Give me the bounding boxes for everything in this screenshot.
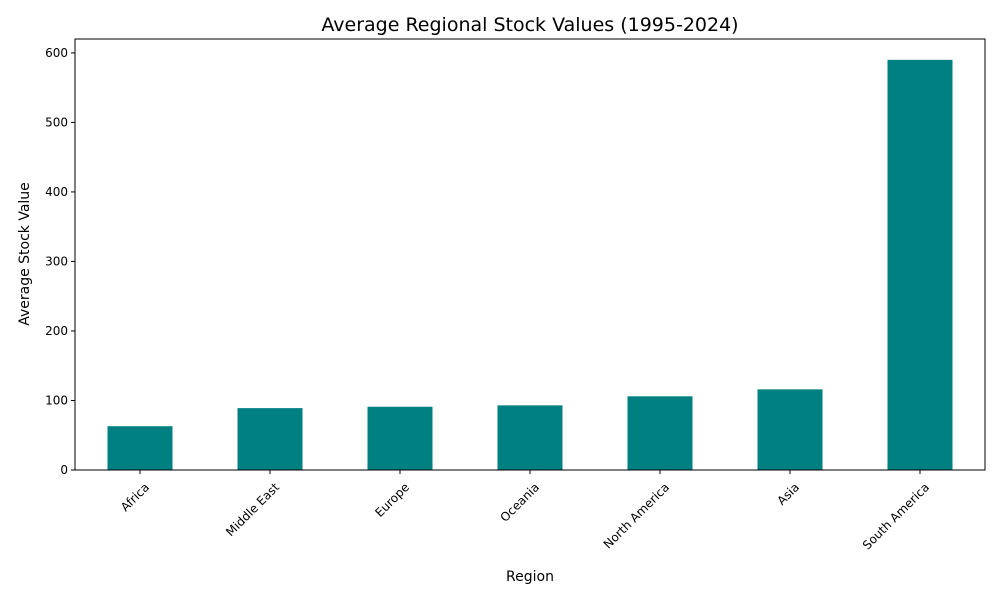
chart-title: Average Regional Stock Values (1995-2024…	[321, 14, 738, 36]
x-tick-label: North America	[601, 480, 672, 551]
bar-europe	[367, 406, 433, 470]
bar-north-america	[627, 396, 693, 470]
bar-oceania	[497, 405, 563, 470]
y-tick-label: 500	[45, 115, 68, 129]
x-tick-label: Asia	[774, 480, 802, 508]
bar-south-america	[887, 59, 953, 471]
x-tick-label: Europe	[372, 480, 412, 520]
bar-africa	[107, 426, 173, 470]
bar-middle-east	[237, 408, 303, 470]
x-tick-label: Middle East	[223, 480, 282, 539]
y-axis: 0 100 200 300 400 500 600	[45, 46, 75, 477]
x-axis-title: Region	[506, 569, 554, 585]
x-tick-label: Africa	[118, 480, 152, 514]
y-tick-label: 100	[45, 393, 68, 407]
x-tick-label: South America	[860, 480, 932, 552]
bar-asia	[757, 389, 823, 470]
y-tick-label: 0	[60, 463, 68, 477]
x-axis: Africa Middle East Europe Oceania North Amer…	[118, 470, 932, 552]
y-tick-label: 200	[45, 324, 68, 338]
y-tick-label: 400	[45, 185, 68, 199]
y-axis-title: Average Stock Value	[17, 182, 33, 326]
y-tick-label: 300	[45, 254, 68, 268]
x-tick-label: Oceania	[497, 480, 542, 525]
bars-group	[107, 59, 953, 471]
y-tick-label: 600	[45, 46, 68, 60]
